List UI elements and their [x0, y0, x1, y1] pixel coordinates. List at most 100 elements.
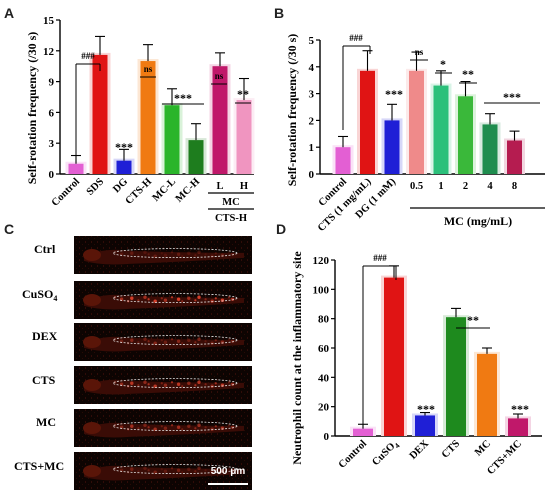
- neutrophil-spot: [163, 253, 168, 257]
- neutrophil-spot: [230, 468, 235, 472]
- neutrophil-spot: [230, 382, 235, 386]
- neutrophil-spot: [160, 468, 163, 471]
- larva-head: [83, 336, 101, 348]
- chart-b-ytick-label: 3: [309, 89, 315, 101]
- chart-a-ytick-label: 6: [49, 107, 55, 119]
- scale-bar-label: 500 μm: [211, 466, 246, 477]
- neutrophil-spot: [176, 425, 181, 429]
- neutrophil-spot: [220, 298, 225, 302]
- neutrophil-spot: [170, 467, 174, 470]
- neutrophil-spot: [194, 470, 197, 473]
- chart-a-bar: [212, 66, 228, 174]
- chart-d-category-label: CTS: [440, 438, 462, 460]
- image-label-dex: DEX: [32, 329, 58, 343]
- chart-d-category-label: DEX: [408, 438, 432, 462]
- neutrophil-spot: [147, 253, 150, 256]
- neutrophil-spot: [204, 383, 207, 386]
- chart-b-ytick-label: 0: [309, 169, 315, 181]
- neutrophil-spot: [160, 382, 163, 385]
- neutrophil-spot: [163, 383, 168, 387]
- neutrophil-spot: [204, 298, 207, 301]
- neutrophil-spot: [187, 424, 191, 428]
- chart-a-bar: [116, 160, 132, 174]
- neutrophil-spot: [181, 385, 184, 388]
- chart-b-bar: [360, 70, 375, 174]
- larva-head: [83, 422, 101, 434]
- chart-a-ytick-label: 12: [43, 46, 55, 58]
- neutrophil-spot: [204, 340, 207, 343]
- neutrophil-spot: [147, 469, 150, 472]
- image-label-cuso4: CuSO4: [22, 287, 57, 303]
- neutrophil-spot: [143, 250, 147, 254]
- image-label-cts: CTS: [32, 373, 56, 387]
- neutrophil-spot: [137, 384, 140, 387]
- neutrophil-spot: [214, 339, 217, 342]
- neutrophil-spot: [181, 428, 184, 431]
- neutrophil-spot: [204, 253, 207, 256]
- image-label-ctrl: Ctrl: [34, 242, 56, 256]
- chart-a-sig-dg: ***: [115, 140, 133, 154]
- chart-a-ylabel: Self-rotation frequency (/30 s): [25, 32, 39, 185]
- neutrophil-spot: [143, 380, 147, 384]
- neutrophil-spot: [197, 250, 201, 254]
- larva-silhouette: [84, 465, 244, 481]
- neutrophil-spot: [163, 340, 168, 344]
- neutrophil-spot: [197, 295, 201, 299]
- chart-a-ytick-label: 15: [43, 15, 55, 27]
- chart-a-sig-ctrl-sds: ###: [81, 51, 95, 61]
- chart-d-category-subscript: 4: [393, 441, 402, 450]
- neutrophil-spot: [137, 341, 140, 344]
- neutrophil-spot: [187, 338, 191, 342]
- chart-a-category-label: DG: [111, 176, 130, 195]
- chart-d-ytick-label: 0: [324, 431, 330, 443]
- neutrophil-spot: [181, 300, 184, 303]
- chart-a-ytick-label: 0: [49, 169, 55, 181]
- panel-letter-b: B: [274, 5, 284, 21]
- neutrophil-spot: [214, 382, 217, 385]
- chart-b-bar: [384, 120, 400, 174]
- neutrophil-spot: [210, 299, 214, 303]
- chart-b-ytick-label: 5: [309, 35, 315, 47]
- chart-a-category-label: H: [240, 181, 248, 192]
- panel-letter-a: A: [4, 5, 14, 21]
- inflammatory-region-outline: [112, 293, 238, 304]
- larva-head: [83, 465, 101, 477]
- neutrophil-spot: [130, 251, 134, 255]
- neutrophil-spot: [143, 295, 147, 299]
- neutrophil-spot: [227, 338, 231, 341]
- chart-a-category-label: SDS: [85, 176, 107, 198]
- chart-a-group-label-mc: MC: [222, 197, 240, 208]
- neutrophil-spot: [181, 471, 184, 474]
- chart-b-sig-c48: ***: [503, 90, 521, 104]
- neutrophil-spot: [137, 299, 140, 302]
- larva-silhouette: [84, 336, 244, 352]
- image-label-ctsmc: CTS+MC: [14, 459, 64, 473]
- chart-d-ytick-label: 20: [318, 402, 330, 414]
- chart-b-ylabel: Self-rotation frequency (/30 s): [285, 34, 299, 187]
- chart-b-ytick-label: 1: [309, 142, 315, 154]
- chart-d-sig-ctrl-cuso4: ###: [373, 253, 387, 263]
- chart-d-significance: ### *** ** ***: [362, 253, 529, 424]
- chart-a-significance: ### *** ns *** ns **: [75, 51, 251, 162]
- chart-b-sig-ctrl-cts: ###: [349, 33, 363, 43]
- neutrophil-spot: [210, 254, 214, 258]
- neutrophil-spot: [187, 296, 191, 300]
- chart-d-ytick-label: 80: [318, 314, 330, 326]
- neutrophil-spot: [176, 339, 181, 343]
- neutrophil-spot: [197, 423, 201, 427]
- chart-d-category-label: MC: [473, 438, 493, 458]
- neutrophil-spot: [227, 296, 231, 299]
- neutrophil-spot: [147, 340, 150, 343]
- neutrophil-spot: [160, 339, 163, 342]
- neutrophil-spot: [143, 423, 147, 427]
- neutrophil-spot: [181, 342, 184, 345]
- chart-b-bar: [482, 124, 498, 174]
- chart-b-bar: [458, 96, 473, 174]
- neutrophil-spot: [230, 339, 235, 343]
- chart-d-sig-dex: ***: [417, 402, 435, 416]
- neutrophil-spot: [160, 425, 163, 428]
- neutrophil-spot: [194, 341, 197, 344]
- chart-d-ytick-label: 120: [313, 255, 330, 267]
- chart-b-category-label: 2: [463, 181, 468, 192]
- neutrophil-spot: [227, 381, 231, 384]
